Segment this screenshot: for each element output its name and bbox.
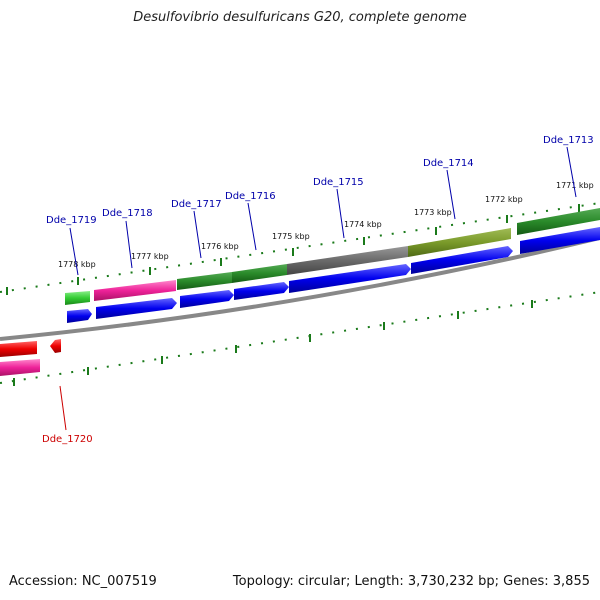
gene-label[interactable]: Dde_1716 — [225, 191, 276, 202]
genome-summary-text: Topology: circular; Length: 3,730,232 bp… — [232, 574, 590, 589]
kbp-label: 1773 kbp — [414, 208, 452, 217]
map-title: Desulfovibrio desulfuricans G20, complet… — [133, 10, 467, 25]
feature-block[interactable] — [408, 228, 511, 257]
kbp-label: 1776 kbp — [201, 242, 239, 251]
forward-major-ticks — [6, 204, 580, 295]
genome-backbone — [0, 236, 600, 341]
kbp-label: 1772 kbp — [485, 195, 523, 204]
reverse-major-ticks — [13, 300, 533, 386]
cds-arrow[interactable] — [96, 298, 177, 319]
feature-block[interactable] — [65, 291, 90, 305]
cds-arrow[interactable] — [180, 290, 234, 308]
feature-track — [65, 208, 600, 305]
forward-tick-ruler — [0, 202, 600, 293]
accession-text: Accession: NC_007519 — [9, 574, 157, 589]
cds-arrow[interactable] — [520, 227, 600, 254]
gene-label[interactable]: Dde_1715 — [313, 177, 364, 188]
cds-arrow-reverse[interactable] — [0, 341, 37, 357]
gene-label[interactable]: Dde_1718 — [102, 208, 153, 219]
cds-arrow[interactable] — [411, 246, 513, 274]
kbp-label: 1771 kbp — [556, 181, 594, 190]
gene-label[interactable]: Dde_1719 — [46, 215, 97, 226]
gene-label[interactable]: Dde_1717 — [171, 199, 222, 210]
cds-arrow[interactable] — [289, 264, 411, 293]
feature-block[interactable] — [287, 246, 408, 275]
reverse-tick-ruler — [0, 291, 600, 384]
feature-block[interactable] — [232, 264, 287, 283]
feature-block-reverse[interactable] — [0, 359, 40, 376]
cds-track-reverse — [0, 339, 61, 376]
gene-labels: Dde_1719 Dde_1718 Dde_1717 Dde_1716 Dde_… — [42, 135, 594, 445]
kbp-label: 1774 kbp — [344, 220, 382, 229]
cds-track-forward — [67, 227, 600, 323]
gene-label[interactable]: Dde_1714 — [423, 158, 474, 169]
cds-arrow[interactable] — [234, 282, 289, 300]
feature-block[interactable] — [517, 208, 600, 235]
kbp-labels: 1778 kbp 1777 kbp 1776 kbp 1775 kbp 1774… — [58, 181, 594, 269]
label-leader-lines — [59, 146, 577, 431]
cds-arrow[interactable] — [67, 309, 92, 323]
gene-label[interactable]: Dde_1720 — [42, 434, 93, 445]
gene-label[interactable]: Dde_1713 — [543, 135, 594, 146]
kbp-label: 1775 kbp — [272, 232, 310, 241]
feature-block[interactable] — [177, 272, 232, 290]
cds-arrow-reverse[interactable] — [50, 339, 61, 353]
feature-block[interactable] — [94, 280, 176, 301]
kbp-label: 1777 kbp — [131, 252, 169, 261]
kbp-label: 1778 kbp — [58, 260, 96, 269]
